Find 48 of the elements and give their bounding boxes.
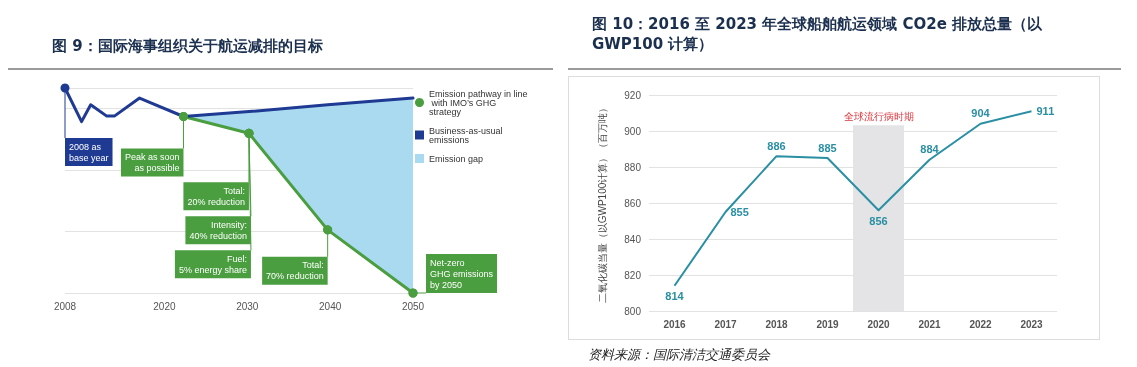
y-tick-label: 900 — [624, 125, 642, 137]
legend-label: Business-as-usual emissions — [429, 125, 506, 145]
point — [60, 83, 70, 93]
y-tick-label: 860 — [624, 197, 642, 209]
annotation: Fuel: 5% energy share — [178, 253, 247, 275]
annotation: Total: 70% reduction — [266, 260, 324, 282]
text: 资料来源：国际清洁交通委员会 — [588, 346, 770, 364]
data-label: 855 — [730, 206, 749, 218]
annotation: Intensity: 40% reduction — [189, 219, 247, 241]
data-label: 814 — [665, 290, 685, 303]
data-label: 884 — [920, 143, 940, 156]
point — [244, 128, 254, 138]
annotation: 2008 as base year — [69, 141, 109, 163]
chart-title: 图 10：2016 至 2023 年全球船舶航运领域 CO2e 排放总量（以 GWP100 计算） — [592, 14, 1044, 54]
data-label: 885 — [818, 141, 837, 154]
point — [408, 288, 418, 298]
x-tick-label: 2050 — [401, 300, 425, 312]
annotation: Peak as soon as possible — [124, 151, 180, 173]
data-label: 886 — [767, 139, 786, 152]
x-tick-label: 2018 — [765, 318, 789, 330]
data-label: 856 — [869, 214, 888, 227]
y-tick-label: 820 — [624, 269, 642, 281]
chart-title: 图 9：国际海事组织关于航运减排的目标 — [52, 36, 323, 56]
y-tick-label: 840 — [624, 233, 642, 245]
data-label: 904 — [971, 107, 991, 120]
annotation: Total: 20% reduction — [187, 185, 245, 207]
legend-label: Emission pathway in line with IMO’s GHG strategy — [429, 88, 528, 117]
series-label: Emission gap — [429, 153, 484, 164]
y-tick-label: 800 — [624, 305, 642, 317]
x-tick-label: 2021 — [918, 318, 942, 330]
x-tick-label: 2017 — [714, 318, 738, 330]
x-tick-label: 2020 — [867, 318, 891, 330]
x-tick-label: 2030 — [236, 300, 259, 312]
x-tick-label: 2020 — [153, 300, 176, 312]
x-tick-label: 2022 — [969, 318, 993, 330]
line-series — [673, 110, 1033, 287]
band-label: 全球流行病时期 — [843, 110, 914, 122]
annotation: Net-zero GHG emissions by 2050 — [430, 257, 494, 290]
x-tick-label: 2016 — [663, 318, 687, 330]
x-tick-label: 2008 — [53, 300, 77, 312]
y-tick-label: 880 — [624, 161, 642, 173]
point — [323, 225, 333, 235]
y-axis-title: 二氧化碳当量（以GWP100计算）（百万吨） — [596, 102, 608, 304]
data-label: 911 — [1036, 105, 1055, 118]
x-tick-label: 2019 — [816, 318, 840, 330]
x-tick-label: 2023 — [1020, 318, 1044, 330]
y-tick-label: 920 — [624, 89, 642, 101]
x-tick-label: 2040 — [319, 300, 342, 312]
